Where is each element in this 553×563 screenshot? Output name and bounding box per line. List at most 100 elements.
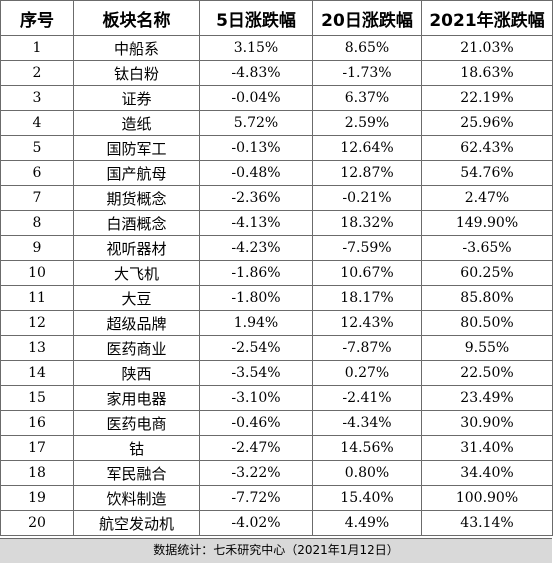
- change-5d: -3.22%: [199, 460, 313, 486]
- sector-name: 陕西: [73, 360, 200, 386]
- table-row: 16 医药电商 -0.46% -4.34% 30.90%: [0, 410, 553, 436]
- change-2021: -3.65%: [421, 235, 553, 261]
- table-row: 19 饮料制造 -7.72% 15.40% 100.90%: [0, 485, 553, 511]
- change-5d: -2.36%: [199, 185, 313, 211]
- sector-name: 医药商业: [73, 335, 200, 361]
- change-2021: 43.14%: [421, 510, 553, 536]
- row-index: 17: [0, 435, 74, 461]
- change-5d: -0.48%: [199, 160, 313, 186]
- sector-name: 航空发动机: [73, 510, 200, 536]
- row-index: 7: [0, 185, 74, 211]
- change-2021: 2.47%: [421, 185, 553, 211]
- change-2021: 80.50%: [421, 310, 553, 336]
- change-5d: -7.72%: [199, 485, 313, 511]
- sector-name: 大豆: [73, 285, 200, 311]
- source-footer: 数据统计：七禾研究中心（2021年1月12日）: [0, 538, 552, 563]
- change-5d: -4.83%: [199, 60, 313, 86]
- sector-name: 国产航母: [73, 160, 200, 186]
- change-5d: -0.04%: [199, 85, 313, 111]
- change-20d: 12.43%: [312, 310, 422, 336]
- row-index: 6: [0, 160, 74, 186]
- change-2021: 85.80%: [421, 285, 553, 311]
- change-2021: 9.55%: [421, 335, 553, 361]
- change-2021: 100.90%: [421, 485, 553, 511]
- change-20d: 6.37%: [312, 85, 422, 111]
- change-20d: 18.17%: [312, 285, 422, 311]
- change-20d: -7.59%: [312, 235, 422, 261]
- change-5d: -0.13%: [199, 135, 313, 161]
- change-20d: 4.49%: [312, 510, 422, 536]
- change-2021: 30.90%: [421, 410, 553, 436]
- change-5d: -4.13%: [199, 210, 313, 236]
- row-index: 16: [0, 410, 74, 436]
- row-index: 15: [0, 385, 74, 411]
- sector-performance-table: 序号 板块名称 5日涨跌幅 20日涨跌幅 2021年涨跌幅 1 中船系 3.15% 8.65%…: [0, 0, 553, 536]
- change-20d: -0.21%: [312, 185, 422, 211]
- change-5d: -4.02%: [199, 510, 313, 536]
- row-index: 11: [0, 285, 74, 311]
- change-20d: 15.40%: [312, 485, 422, 511]
- row-index: 12: [0, 310, 74, 336]
- table-row: 10 大飞机 -1.86% 10.67% 60.25%: [0, 260, 553, 286]
- table-row: 13 医药商业 -2.54% -7.87% 9.55%: [0, 335, 553, 361]
- table-body: 1 中船系 3.15% 8.65% 21.03% 2 钛白粉 -4.83% -1.73% 18.6…: [0, 35, 553, 536]
- table-row: 11 大豆 -1.80% 18.17% 85.80%: [0, 285, 553, 311]
- header-row: 序号 板块名称 5日涨跌幅 20日涨跌幅 2021年涨跌幅: [0, 0, 553, 36]
- change-20d: 8.65%: [312, 35, 422, 61]
- table-row: 1 中船系 3.15% 8.65% 21.03%: [0, 35, 553, 61]
- sector-name: 视听器材: [73, 235, 200, 261]
- sector-name: 期货概念: [73, 185, 200, 211]
- sector-name: 大飞机: [73, 260, 200, 286]
- table-row: 4 造纸 5.72% 2.59% 25.96%: [0, 110, 553, 136]
- change-5d: -3.54%: [199, 360, 313, 386]
- row-index: 4: [0, 110, 74, 136]
- change-2021: 22.19%: [421, 85, 553, 111]
- table-row: 17 钴 -2.47% 14.56% 31.40%: [0, 435, 553, 461]
- sector-name: 证券: [73, 85, 200, 111]
- col-header-2021-change: 2021年涨跌幅: [421, 0, 553, 36]
- change-5d: -1.80%: [199, 285, 313, 311]
- row-index: 18: [0, 460, 74, 486]
- change-2021: 21.03%: [421, 35, 553, 61]
- change-20d: 2.59%: [312, 110, 422, 136]
- col-header-index: 序号: [0, 0, 74, 36]
- table-row: 12 超级品牌 1.94% 12.43% 80.50%: [0, 310, 553, 336]
- row-index: 3: [0, 85, 74, 111]
- change-2021: 54.76%: [421, 160, 553, 186]
- row-index: 19: [0, 485, 74, 511]
- table-row: 5 国防军工 -0.13% 12.64% 62.43%: [0, 135, 553, 161]
- table-row: 14 陕西 -3.54% 0.27% 22.50%: [0, 360, 553, 386]
- change-20d: 0.27%: [312, 360, 422, 386]
- table-row: 6 国产航母 -0.48% 12.87% 54.76%: [0, 160, 553, 186]
- change-5d: 1.94%: [199, 310, 313, 336]
- change-2021: 22.50%: [421, 360, 553, 386]
- sector-name: 饮料制造: [73, 485, 200, 511]
- change-20d: -2.41%: [312, 385, 422, 411]
- change-5d: -2.54%: [199, 335, 313, 361]
- col-header-5d-change: 5日涨跌幅: [199, 0, 313, 36]
- change-20d: 10.67%: [312, 260, 422, 286]
- change-2021: 25.96%: [421, 110, 553, 136]
- table-row: 18 军民融合 -3.22% 0.80% 34.40%: [0, 460, 553, 486]
- change-20d: 0.80%: [312, 460, 422, 486]
- sector-name: 中船系: [73, 35, 200, 61]
- sector-name: 军民融合: [73, 460, 200, 486]
- table-row: 2 钛白粉 -4.83% -1.73% 18.63%: [0, 60, 553, 86]
- sector-name: 国防军工: [73, 135, 200, 161]
- table-row: 8 白酒概念 -4.13% 18.32% 149.90%: [0, 210, 553, 236]
- change-20d: -4.34%: [312, 410, 422, 436]
- change-2021: 34.40%: [421, 460, 553, 486]
- row-index: 1: [0, 35, 74, 61]
- table-row: 3 证券 -0.04% 6.37% 22.19%: [0, 85, 553, 111]
- row-index: 13: [0, 335, 74, 361]
- change-5d: -0.46%: [199, 410, 313, 436]
- row-index: 20: [0, 510, 74, 536]
- change-5d: -1.86%: [199, 260, 313, 286]
- change-5d: -3.10%: [199, 385, 313, 411]
- row-index: 5: [0, 135, 74, 161]
- change-2021: 149.90%: [421, 210, 553, 236]
- sector-name: 白酒概念: [73, 210, 200, 236]
- table-row: 7 期货概念 -2.36% -0.21% 2.47%: [0, 185, 553, 211]
- table-row: 9 视听器材 -4.23% -7.59% -3.65%: [0, 235, 553, 261]
- change-20d: -7.87%: [312, 335, 422, 361]
